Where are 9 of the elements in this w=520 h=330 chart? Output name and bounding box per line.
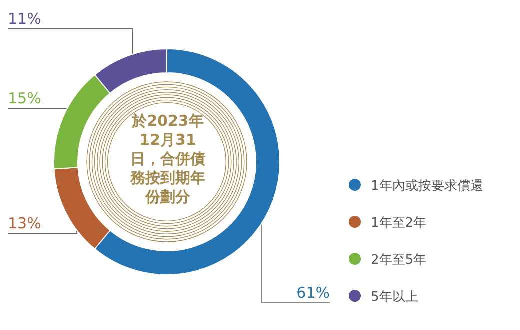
- data-label: 11%: [8, 10, 42, 28]
- legend-label: 1年至2年: [371, 216, 427, 231]
- legend-label: 5年以上: [371, 290, 418, 305]
- data-label: 13%: [8, 214, 42, 233]
- data-label: 61%: [296, 284, 330, 302]
- legend-label: 2年至5年: [371, 253, 427, 268]
- data-label: 15%: [8, 90, 42, 108]
- legend-label: 1年內或按要求償還: [371, 179, 484, 194]
- text: 於2023年12月31日，合併債務按到期年份劃分: [129, 112, 206, 207]
